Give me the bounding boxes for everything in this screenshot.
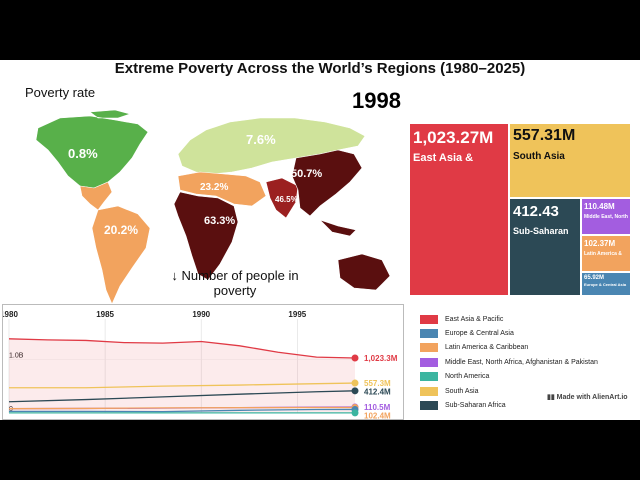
tile-name: East Asia & [413,152,474,164]
map-rate-south-asia: 46.5% [275,195,298,204]
map-rate-europe-central-asia: 7.6% [246,132,276,147]
treemap-tile-east-asia: 1,023.27M East Asia & [409,123,509,296]
series-end-label: 110.5M [364,403,391,412]
legend-label: Sub-Saharan Africa [445,402,506,410]
legend-swatch [420,401,438,411]
legend-item: South Asia [420,384,635,398]
series-end-label: 557.3M [364,379,391,388]
legend-item: East Asia & Pacific [420,312,635,326]
line-chart-panel: 1980 1985 1990 1995 0 1.0B 1,023.3M 557.3M412.4… [0,304,404,420]
x-tick-label: 1990 [192,310,210,319]
series-line [9,408,356,413]
treemap-tile-mena: 110.48M Middle East, North [581,198,631,235]
legend-swatch [420,343,438,353]
legend-label: South Asia [445,387,479,395]
year-display: 1998 [352,88,401,113]
tile-name: Latin America & [584,251,622,257]
y-tick-label: 0 [9,406,13,413]
region-mena [177,171,267,207]
series-end-label: 412.4M [364,388,391,397]
map-rate-latin-america: 20.2% [104,223,138,237]
tile-value: 102.37M [584,239,616,248]
chart-frame: Extreme Poverty Across the World’s Regio… [0,60,640,420]
series-end-dot [351,379,359,387]
credit-text: ▮▮ Made with AlienArt.io [547,393,628,401]
legend-item: North America [420,370,635,384]
tile-name: Sub-Saharan [513,226,569,236]
x-tick-label: 1980 [3,310,18,319]
tile-value: 412.43 [513,203,559,220]
series-line [8,406,356,410]
series-line [8,390,356,403]
number-in-poverty-note: ↓ Number of people in poverty [171,268,299,298]
chart-title: Extreme Poverty Across the World’s Regio… [114,60,526,77]
alienart-logo-icon: ▮▮ [547,394,557,401]
map-rate-sub-saharan-africa: 63.3% [204,215,235,227]
treemap: 1,023.27M East Asia & 557.31M South Asia… [409,123,631,296]
legend-swatch [420,372,438,382]
tile-value: 557.31M [513,127,576,144]
legend-swatch [420,329,438,339]
legend-label: East Asia & Pacific [445,315,504,323]
x-tick-label: 1985 [96,310,114,319]
treemap-tile-sub-saharan: 412.43 Sub-Saharan [509,198,581,296]
x-tick-label: 1995 [288,310,306,319]
series-end-label: 102.4M [364,412,391,419]
legend-label: Europe & Central Asia [445,330,514,338]
legend-item: Middle East, North Africa, Afghanistan &… [420,355,635,369]
series-end-dot [351,387,359,395]
series-area-east-asia [9,338,355,413]
series-end-label: 1,023.3M [364,354,398,363]
region-south-america [91,205,151,305]
region-north-america [35,110,149,189]
map-rate-north-america: 0.8% [68,146,98,161]
legend-swatch [420,314,438,324]
legend-item: Sub-Saharan Africa [420,398,635,412]
y-tick-label: 1.0B [9,352,24,359]
region-sub-saharan-africa [173,191,239,281]
line-chart: 1980 1985 1990 1995 0 1.0B 1,023.3M 557.3M412.4… [0,310,398,420]
series-end-dot [351,354,359,362]
series-line [9,382,356,389]
legend-swatch [420,386,438,396]
tile-name: Middle East, North [584,214,628,220]
region-central-america [79,181,113,211]
treemap-tile-south-asia: 557.31M South Asia [509,123,631,198]
legend-item: Latin America & Caribbean [420,341,635,355]
map-rate-east-asia-pacific: 50.7% [291,168,322,180]
tile-name: Europe & Central Asia [584,282,627,287]
tile-value: 65.92M [584,275,605,281]
map-rate-mena: 23.2% [200,182,228,193]
treemap-tile-europe-central-asia: 65.92M Europe & Central Asia [581,272,631,296]
tile-name: South Asia [513,151,565,162]
series-end-dot [351,409,359,417]
tile-value: 110.48M [584,202,615,211]
map-label: Poverty rate [25,85,96,100]
legend-label: Middle East, North Africa, Afghanistan &… [445,358,598,366]
series-line [8,338,356,359]
treemap-tile-latin-america: 102.37M Latin America & [581,235,631,272]
region-south-asia [265,177,299,219]
legend-label: North America [445,373,490,381]
legend-item: Europe & Central Asia [420,326,635,340]
region-east-asia-pacific [291,149,391,291]
legend: East Asia & Pacific Europe & Central Asia… [420,312,635,413]
world-map: 0.8% 7.6% 20.2% 23.2% 63.3% 46.5% 50.7% [35,110,391,305]
tile-value: 1,023.27M [413,128,494,147]
credit-label: Made with AlienArt.io [556,394,628,401]
legend-label: Latin America & Caribbean [445,344,529,352]
legend-swatch [420,357,438,367]
